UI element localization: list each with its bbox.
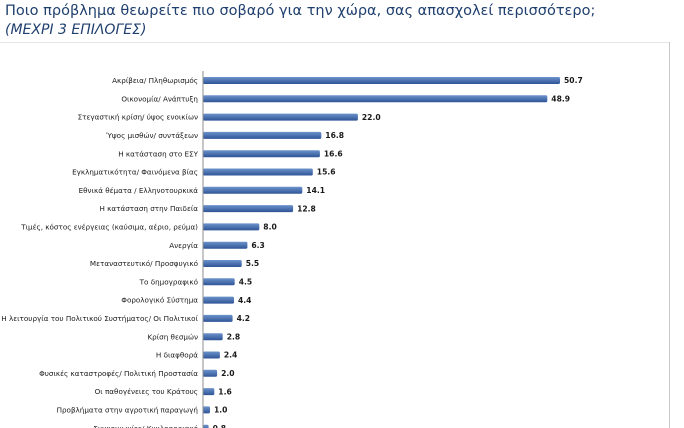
- category-label: Τιμές, κόστος ενέργειας (καύσιμα, αέριο,…: [20, 223, 198, 232]
- bar: [203, 314, 233, 322]
- category-label: Η κατάσταση στην Παιδεία: [99, 204, 198, 213]
- category-label: Εθνικά θέματα / Ελληνοτουρκικά: [79, 186, 199, 195]
- page-title: Ποιο πρόβλημα θεωρείτε πιο σοβαρό για τη…: [5, 3, 596, 19]
- value-label: 48.9: [551, 95, 570, 104]
- category-label: Το δημογραφικό: [139, 277, 198, 286]
- bar: [203, 168, 313, 176]
- bar: [203, 131, 322, 139]
- value-label: 1.6: [218, 387, 231, 396]
- category-label: Προβλήματα στην αγροτική παραγωγή: [57, 406, 198, 415]
- category-label: Μεταναστευτικό/ Προσφυγικό: [90, 259, 198, 268]
- bar: [203, 278, 235, 286]
- bar: [203, 186, 303, 194]
- value-label: 16.8: [325, 131, 344, 140]
- panel-right-rule: [669, 42, 670, 428]
- category-label: Η λειτουργία του Πολιτικού Συστήματος/ Ο…: [1, 314, 198, 323]
- panel-top-rule: [0, 42, 669, 43]
- title-block: Ποιο πρόβλημα θεωρείτε πιο σοβαρό για τη…: [5, 1, 675, 40]
- value-label: 0.8: [213, 424, 226, 428]
- category-label: Κρίση θεσμών: [147, 332, 198, 341]
- bar: [203, 95, 548, 103]
- value-label: 8.0: [263, 223, 276, 232]
- category-label: Συγκοινωνίες/ Κυκλοφοριακό: [93, 424, 198, 428]
- category-label: Εγκληματικότητα/ Φαινόμενα βίας: [72, 168, 198, 177]
- value-label: 6.3: [251, 241, 264, 250]
- category-label: Οικονομία/ Ανάπτυξη: [121, 94, 198, 103]
- value-label: 4.5: [239, 278, 252, 287]
- bar: [203, 369, 218, 377]
- value-label: 1.0: [214, 406, 227, 415]
- category-label: Οι παθογένειες του Κράτους: [95, 387, 198, 396]
- category-label: Ανεργία: [169, 241, 198, 250]
- value-label: 15.6: [317, 168, 336, 177]
- category-label: Ακρίβεια/ Πληθωρισμός: [112, 76, 198, 85]
- category-label: Η κατάσταση στο ΕΣΥ: [118, 149, 198, 158]
- bar: [203, 150, 320, 158]
- bar: [203, 351, 220, 359]
- value-label: 4.2: [237, 314, 250, 323]
- bar: [203, 424, 209, 428]
- value-label: 4.4: [238, 296, 251, 305]
- value-label: 22.0: [362, 113, 381, 122]
- category-label: Η διαφθορά: [156, 351, 198, 360]
- bar: [203, 388, 215, 396]
- bar: [203, 77, 560, 84]
- bar: [203, 260, 242, 267]
- value-label: 2.8: [227, 332, 240, 341]
- bar: [203, 205, 294, 213]
- page-subtitle: (ΜΕΧΡΙ 3 ΕΠΙΛΟΓΕΣ): [5, 22, 147, 38]
- bar: [203, 333, 223, 341]
- category-label: Φορολογικό Σύστημα: [121, 296, 198, 305]
- value-label: 50.7: [564, 76, 583, 85]
- value-label: 2.4: [224, 351, 237, 360]
- bar: [203, 296, 234, 304]
- bars-layer: Ακρίβεια/ Πληθωρισμός 50.7 Οικονομία/ Ανάπ…: [1, 76, 583, 428]
- value-label: 5.5: [246, 259, 259, 268]
- value-label: 2.0: [221, 369, 234, 378]
- category-label: Στεγαστική κρίση/ ύψος ενοικίων: [78, 113, 198, 122]
- value-label: 16.6: [324, 149, 343, 158]
- bar: [203, 113, 358, 121]
- value-label: 12.8: [297, 204, 316, 213]
- category-label: Ύψος μισθών/ συντάξεων: [105, 131, 198, 140]
- category-label: Φυσικές καταστροφές/ Πολιτική Προστασία: [39, 369, 198, 378]
- bar: [203, 406, 210, 414]
- bar: [203, 241, 248, 249]
- bar: [203, 223, 260, 231]
- value-label: 14.1: [306, 186, 325, 195]
